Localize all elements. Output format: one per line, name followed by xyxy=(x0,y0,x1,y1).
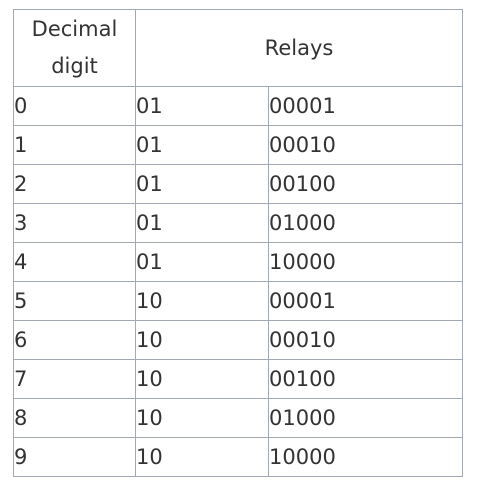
header-relays: Relays xyxy=(135,9,463,87)
table-row: 5 10 00001 xyxy=(13,281,463,321)
digit-cell: 7 xyxy=(13,359,136,399)
relay-code-cell: 00001 xyxy=(268,86,463,126)
digit-cell: 6 xyxy=(13,320,136,360)
table-row: 2 01 00100 xyxy=(13,164,463,204)
relay-group-cell: 10 xyxy=(135,437,269,477)
relay-group-cell: 01 xyxy=(135,203,269,243)
digit-cell: 9 xyxy=(13,437,136,477)
relay-code-cell: 01000 xyxy=(268,203,463,243)
digit-cell: 3 xyxy=(13,203,136,243)
table-body: 0 01 00001 1 01 00010 2 01 00100 3 01 01000 4 01 10000… xyxy=(13,86,463,477)
table-row: 8 10 01000 xyxy=(13,398,463,438)
table-row: 1 01 00010 xyxy=(13,125,463,165)
relay-code-cell: 00100 xyxy=(268,359,463,399)
table-header: Decimal digit Relays xyxy=(13,9,463,87)
relay-code-cell: 00100 xyxy=(268,164,463,204)
relay-code-cell: 00001 xyxy=(268,281,463,321)
relay-code-cell: 00010 xyxy=(268,320,463,360)
digit-cell: 1 xyxy=(13,125,136,165)
table-row: 6 10 00010 xyxy=(13,320,463,360)
relay-code-table: Decimal digit Relays 0 01 00001 1 01 00010 2 01… xyxy=(13,9,463,477)
digit-cell: 4 xyxy=(13,242,136,282)
digit-cell: 8 xyxy=(13,398,136,438)
relay-code-cell: 10000 xyxy=(268,437,463,477)
relay-group-cell: 01 xyxy=(135,86,269,126)
relay-code-cell: 10000 xyxy=(268,242,463,282)
table-row: 9 10 10000 xyxy=(13,437,463,477)
digit-cell: 0 xyxy=(13,86,136,126)
table-row: 4 01 10000 xyxy=(13,242,463,282)
relay-group-cell: 10 xyxy=(135,359,269,399)
digit-cell: 2 xyxy=(13,164,136,204)
relay-code-cell: 00010 xyxy=(268,125,463,165)
header-decimal-digit: Decimal digit xyxy=(13,9,136,87)
table-row: 7 10 00100 xyxy=(13,359,463,399)
relay-group-cell: 10 xyxy=(135,320,269,360)
relay-group-cell: 01 xyxy=(135,164,269,204)
relay-group-cell: 01 xyxy=(135,242,269,282)
table-row: 0 01 00001 xyxy=(13,86,463,126)
relay-group-cell: 10 xyxy=(135,398,269,438)
header-row: Decimal digit Relays xyxy=(13,9,463,87)
digit-cell: 5 xyxy=(13,281,136,321)
table-row: 3 01 01000 xyxy=(13,203,463,243)
relay-code-cell: 01000 xyxy=(268,398,463,438)
relay-group-cell: 01 xyxy=(135,125,269,165)
relay-group-cell: 10 xyxy=(135,281,269,321)
